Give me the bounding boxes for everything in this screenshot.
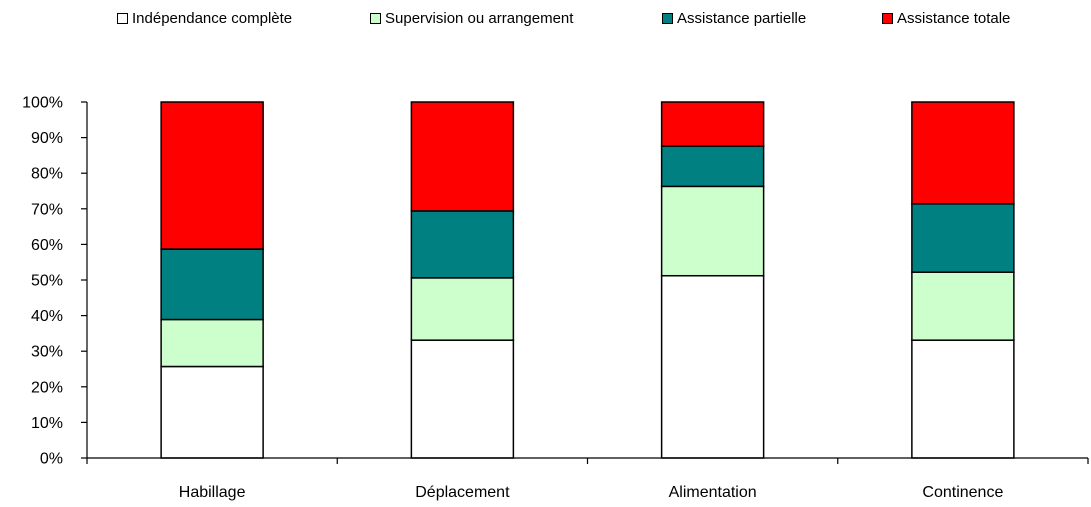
legend-item-assistance-totale: Assistance totale — [882, 10, 1010, 27]
bar-segment — [160, 248, 264, 321]
bar-segment — [911, 271, 1015, 341]
x-tick-label: Continence — [922, 484, 1003, 501]
legend-item-assistance-partielle: Assistance partielle — [662, 10, 806, 27]
y-tick-label: 80% — [31, 166, 63, 183]
legend-label: Assistance partielle — [677, 10, 807, 27]
bar-segment — [160, 318, 264, 368]
y-tick-label: 90% — [31, 130, 63, 147]
legend-item-supervision: Supervision ou arrangement — [370, 10, 573, 27]
bar-segment — [660, 101, 765, 147]
y-tick-label: 70% — [31, 201, 63, 218]
y-tick-label: 50% — [31, 273, 63, 290]
x-tick-label: Alimentation — [669, 484, 757, 501]
legend-swatch — [117, 13, 128, 24]
legend-swatch — [882, 13, 893, 24]
x-tick-label: Déplacement — [415, 484, 510, 501]
legend-label: Supervision ou arrangement — [385, 10, 574, 27]
y-tick-label: 20% — [31, 379, 63, 396]
legend-swatch — [370, 13, 381, 24]
bar-segment — [660, 145, 765, 188]
bar-segment — [410, 101, 515, 212]
bar-segment — [410, 339, 515, 459]
y-tick-label: 40% — [31, 308, 63, 325]
y-tick-label: 100% — [22, 95, 63, 112]
y-tick-label: 30% — [31, 344, 63, 361]
y-tick-label: 10% — [31, 415, 63, 432]
bar-segment — [410, 210, 515, 279]
legend-label: Indépendance complète — [132, 10, 293, 27]
x-tick-label: Habillage — [179, 484, 246, 501]
legend: Indépendance complète Supervision ou arr… — [0, 10, 1091, 34]
bar-segment — [911, 339, 1015, 459]
bar-segment — [660, 185, 765, 277]
y-tick-label: 60% — [31, 237, 63, 254]
bar-segment — [410, 277, 515, 341]
y-tick-label: 0% — [40, 451, 63, 468]
bar-segment — [911, 203, 1015, 273]
bar-segment — [660, 274, 765, 459]
bar-segment — [160, 101, 264, 250]
bar-segment — [160, 365, 264, 459]
bar-segment — [911, 101, 1015, 205]
legend-item-independance: Indépendance complète — [117, 10, 292, 27]
legend-swatch — [662, 13, 673, 24]
legend-label: Assistance totale — [897, 10, 1011, 27]
